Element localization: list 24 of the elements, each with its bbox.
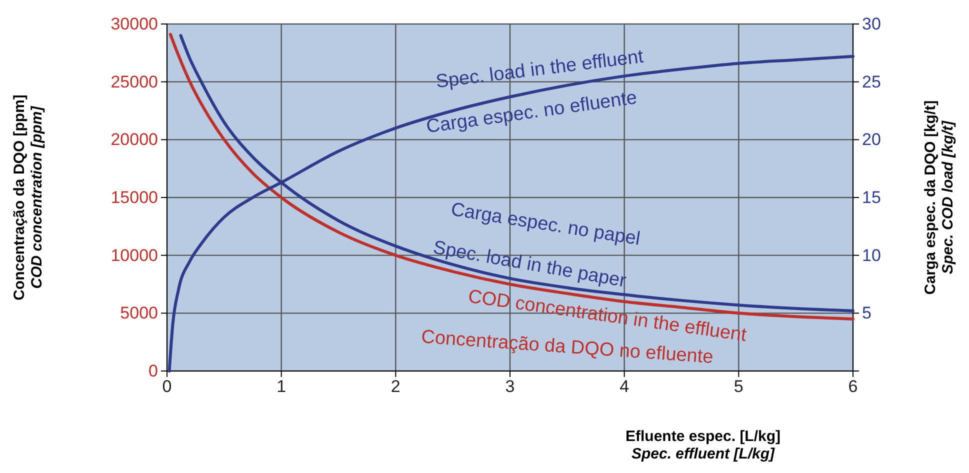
y2-tick-label: 15 <box>862 188 881 207</box>
x-tick-label: 1 <box>276 377 286 396</box>
x-tick-label: 2 <box>390 377 400 396</box>
y-axis-title: Concentração da DQO [ppm] COD concentration [ppm] <box>11 94 46 300</box>
y-tick-label: 30000 <box>110 14 158 34</box>
x-tick-label: 0 <box>162 377 172 396</box>
x-tick-label: 6 <box>848 377 858 396</box>
y2-tick-label: 5 <box>862 304 872 323</box>
x-tick-label: 4 <box>620 377 630 396</box>
y2-tick-label: 10 <box>862 246 881 265</box>
annotation: Spec. load in the effluent <box>434 46 646 93</box>
y2-tick-label: 25 <box>862 72 881 92</box>
y2-tick-label: 30 <box>862 14 881 34</box>
y-tick-label: 15000 <box>110 188 158 207</box>
y2-tick-label: 20 <box>862 130 881 150</box>
y-tick-label: 20000 <box>110 130 158 150</box>
x-tick-label: 5 <box>734 377 744 396</box>
y-tick-label: 25000 <box>110 72 158 92</box>
x-tick-label: 3 <box>505 377 515 396</box>
x-axis-title: Efluente espec. [L/kg] Spec. effluent [L/kg] <box>625 428 781 462</box>
y-tick-label: 5000 <box>120 304 158 323</box>
y-tick-label: 0 <box>148 361 158 380</box>
y-tick-label: 10000 <box>110 246 158 265</box>
y2-axis-title: Carga espec. da DQO [kg/t] Spec. COD load [kg/t] <box>922 100 956 295</box>
